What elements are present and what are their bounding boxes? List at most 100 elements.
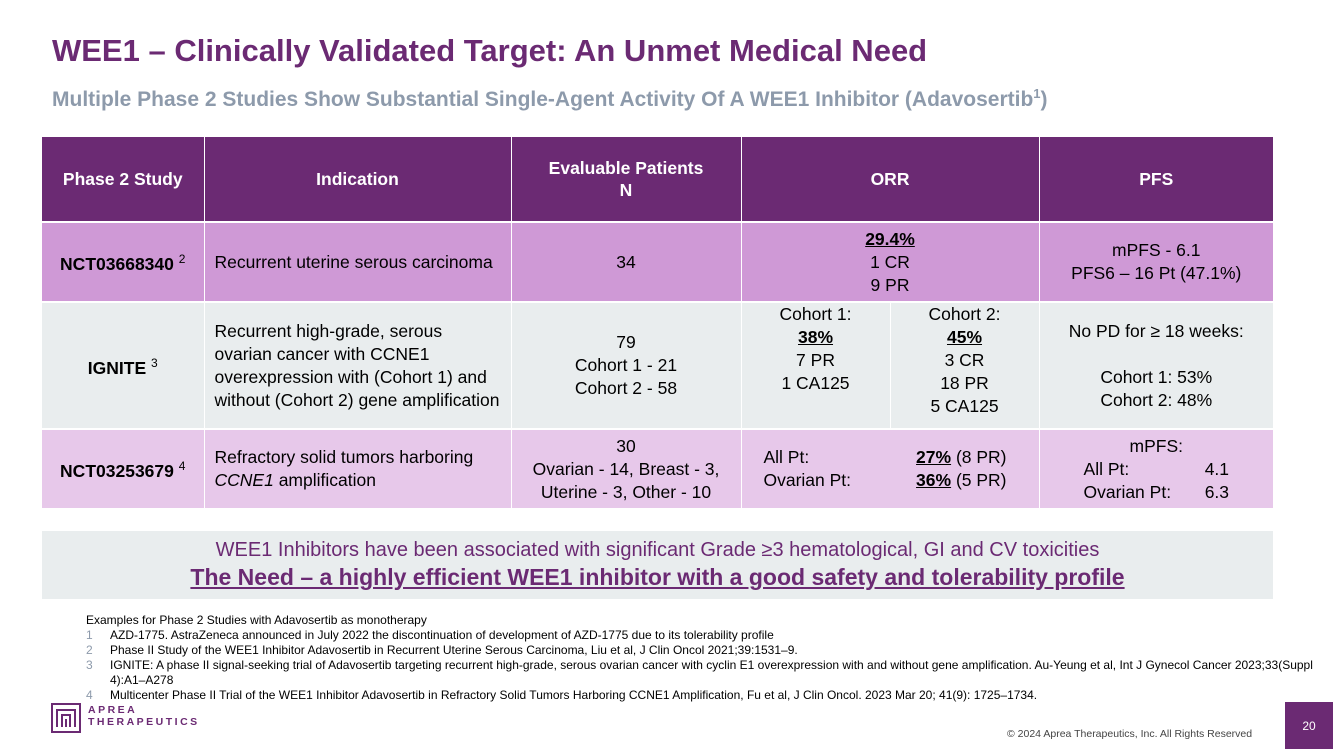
copyright: © 2024 Aprea Therapeutics, Inc. All Righ… xyxy=(1007,728,1253,740)
header-study: Phase 2 Study xyxy=(42,137,205,223)
orr-detail: (8 PR) xyxy=(951,447,1007,467)
orr-value: 36% (5 PR) xyxy=(916,469,1006,492)
orr-ovarian-line: Ovarian Pt: 36% (5 PR) xyxy=(764,469,1029,492)
orr: 29.4% 1 CR 9 PR xyxy=(741,222,1040,303)
pfs-label: All Pt: xyxy=(1083,458,1130,479)
patients-line: Cohort 1 - 21 xyxy=(574,355,678,375)
orr-all-line: All Pt: 27% (8 PR) xyxy=(764,446,1029,469)
footnote-text: Phase II Study of the WEE1 Inhibitor Ada… xyxy=(110,643,798,657)
orr-detail: 1 CR xyxy=(870,251,910,272)
study-id: NCT03253679 4 xyxy=(42,429,205,510)
subtitle-footnote-ref: 1 xyxy=(1033,86,1041,101)
footnotes-heading: Examples for Phase 2 Studies with Adavos… xyxy=(86,613,427,627)
orr-cohort2: Cohort 2: 45% 3 CR 18 PR 5 CA125 xyxy=(890,302,1040,430)
evaluable-patients: 30 Ovarian - 14, Breast - 3, Uterine - 3… xyxy=(511,429,742,510)
pfs-value: 6.3 xyxy=(1204,481,1230,502)
pfs-line: mPFS - 6.1 xyxy=(1112,240,1201,260)
orr-rate: 38% xyxy=(797,327,834,347)
unmet-need-callout: WEE1 Inhibitors have been associated wit… xyxy=(42,531,1273,599)
footnote-item: 2 Phase II Study of the WEE1 Inhibitor A… xyxy=(86,643,1316,658)
orr-cohort1: Cohort 1: 38% 7 PR 1 CA125 xyxy=(741,302,891,430)
pfs-line: Cohort 2: 48% xyxy=(1100,389,1213,410)
logo-line2: THERAPEUTICS xyxy=(88,716,200,728)
logo-wordmark: APREA THERAPEUTICS xyxy=(88,704,200,728)
header-patients: Evaluable Patients N xyxy=(511,137,742,223)
orr-label: All Pt: xyxy=(763,447,810,467)
pfs-line: mPFS: xyxy=(1129,435,1183,456)
patients-line: Ovarian - 14, Breast - 3, xyxy=(532,458,720,479)
footnote-item: 1 AZD-1775. AstraZeneca announced in July… xyxy=(86,628,1316,643)
orr-detail: (5 PR) xyxy=(951,470,1007,490)
study-id-text: NCT03668340 xyxy=(60,253,174,274)
page-number: 20 xyxy=(1285,702,1333,749)
indication: Refractory solid tumors harboring CCNE1 … xyxy=(204,429,512,510)
header-patients-line2: N xyxy=(619,180,633,200)
pfs-ovarian-line: Ovarian Pt: 6.3 xyxy=(1050,481,1264,504)
orr-detail: 18 PR xyxy=(940,373,989,393)
pfs-value: 4.1 xyxy=(1204,458,1230,479)
need-statement: The Need – a highly efficient WEE1 inhib… xyxy=(190,564,1125,590)
table-row: IGNITE 3 Recurrent high-grade, serous ov… xyxy=(42,302,1274,430)
indication-gene: CCNE1 xyxy=(214,470,274,490)
patients-line: Uterine - 3, Other - 10 xyxy=(540,481,712,502)
pfs-line: No PD for ≥ 18 weeks: xyxy=(1068,320,1244,341)
study-id-text: NCT03253679 xyxy=(60,460,174,481)
orr: All Pt: 27% (8 PR) Ovarian Pt: 36% (5 PR… xyxy=(741,429,1040,510)
pfs-label: Ovarian Pt: xyxy=(1083,481,1172,502)
indication: Recurrent uterine serous carcinoma xyxy=(204,222,512,303)
pfs-all-line: All Pt: 4.1 xyxy=(1050,458,1264,481)
study-footnote-ref: 2 xyxy=(178,252,186,267)
footnote-text: IGNITE: A phase II signal-seeking trial … xyxy=(110,658,1313,687)
pfs-line: PFS6 – 16 Pt (47.1%) xyxy=(1071,263,1242,283)
footnote-text: Multicenter Phase II Trial of the WEE1 I… xyxy=(110,688,1038,702)
subtitle-text: Multiple Phase 2 Studies Show Substantia… xyxy=(52,88,1034,111)
header-patients-line1: Evaluable Patients xyxy=(548,158,704,178)
study-footnote-ref: 4 xyxy=(178,459,186,474)
study-id-text: IGNITE xyxy=(87,357,147,378)
pfs: mPFS - 6.1 PFS6 – 16 Pt (47.1%) xyxy=(1039,222,1274,303)
study-footnote-ref: 3 xyxy=(151,355,158,370)
study-id: NCT03668340 2 xyxy=(42,222,205,303)
footnote-number: 4 xyxy=(86,688,93,702)
aprea-logo-icon xyxy=(51,703,81,733)
orr-detail: 3 CR xyxy=(944,350,985,370)
footnote-item: 4 Multicenter Phase II Trial of the WEE1 … xyxy=(86,688,1316,703)
orr-rate: 45% xyxy=(946,327,983,347)
patients-line: 79 xyxy=(616,332,636,352)
pfs: No PD for ≥ 18 weeks: Cohort 1: 53% Coho… xyxy=(1039,302,1274,430)
orr-detail: 1 CA125 xyxy=(781,373,850,393)
patients-line: Cohort 2 - 58 xyxy=(574,378,678,398)
table-row: NCT03668340 2 Recurrent uterine serous c… xyxy=(42,222,1274,303)
footnote-number: 3 xyxy=(86,658,93,672)
cohort-label: Cohort 1: xyxy=(779,304,852,324)
footnote-number: 2 xyxy=(86,643,93,657)
indication-text: Refractory solid tumors harboring xyxy=(214,447,474,467)
orr-label: Ovarian Pt: xyxy=(763,470,852,490)
footnote-number: 1 xyxy=(86,628,93,642)
subtitle-close: ) xyxy=(1040,88,1048,111)
slide-subtitle: Multiple Phase 2 Studies Show Substantia… xyxy=(52,86,1048,112)
footnotes: Examples for Phase 2 Studies with Adavos… xyxy=(86,613,1316,703)
header-pfs: PFS xyxy=(1039,137,1274,223)
study-id: IGNITE 3 xyxy=(42,302,205,430)
logo-line1: APREA xyxy=(88,704,138,716)
header-orr: ORR xyxy=(741,137,1040,223)
orr-detail: 7 PR xyxy=(796,350,835,370)
cohort-label: Cohort 2: xyxy=(928,304,1001,324)
pfs-line: Cohort 1: 53% xyxy=(1100,366,1213,387)
pfs: mPFS: All Pt: 4.1 Ovarian Pt: 6.3 xyxy=(1039,429,1274,510)
orr-detail: 5 CA125 xyxy=(930,396,999,416)
phase2-studies-table: Phase 2 Study Indication Evaluable Patie… xyxy=(42,137,1274,510)
evaluable-patients: 34 xyxy=(511,222,742,303)
indication: Recurrent high-grade, serous ovarian can… xyxy=(204,302,512,430)
orr-detail: 9 PR xyxy=(870,274,910,295)
orr-rate: 36% xyxy=(916,470,952,490)
footnote-text: AZD-1775. AstraZeneca announced in July … xyxy=(110,628,774,642)
table-row: NCT03253679 4 Refractory solid tumors ha… xyxy=(42,429,1274,510)
table-header-row: Phase 2 Study Indication Evaluable Patie… xyxy=(42,137,1274,223)
orr-rate: 27% xyxy=(916,447,952,467)
footnote-item: 3 IGNITE: A phase II signal-seeking trial… xyxy=(86,658,1316,688)
header-indication: Indication xyxy=(204,137,512,223)
orr-rate: 29.4% xyxy=(865,228,915,249)
patients-line: 30 xyxy=(616,435,636,456)
